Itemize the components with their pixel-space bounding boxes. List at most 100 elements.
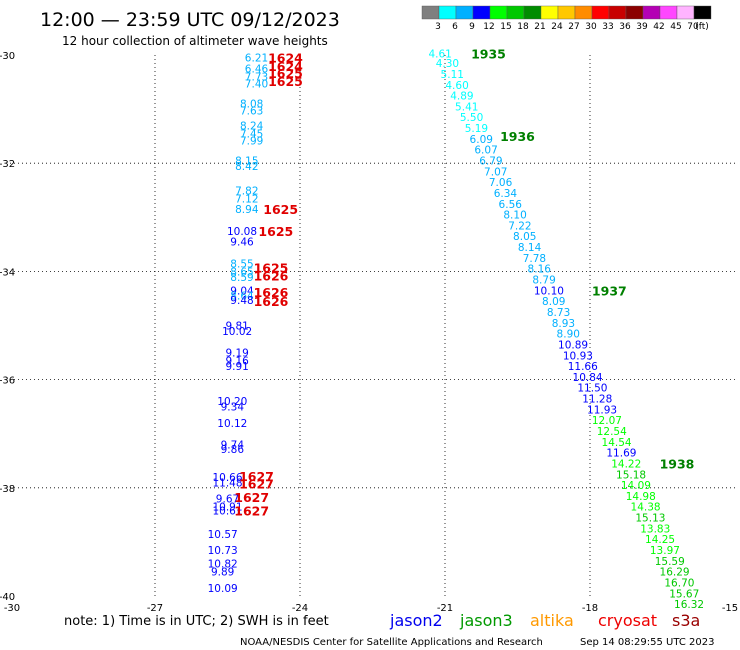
swh-value: 11.93	[587, 404, 617, 416]
swh-value: 7.82	[235, 185, 258, 197]
footer-note: note: 1) Time is in UTC; 2) SWH is in fe…	[64, 614, 329, 629]
swh-value: 8.73	[547, 307, 570, 319]
chart-title: 12:00 — 23:59 UTC 09/12/2023	[40, 9, 340, 31]
swh-value: 6.21	[245, 53, 268, 65]
swh-value: 15.18	[616, 469, 646, 481]
swh-value: 8.42	[235, 161, 258, 173]
colorbar-swatch	[574, 5, 593, 20]
swh-value: 14.38	[631, 502, 661, 514]
swh-value: 13.97	[650, 545, 680, 557]
swh-value: 9.86	[221, 444, 245, 456]
swh-value: 9.16	[225, 356, 249, 368]
swh-value: 5.50	[460, 112, 483, 124]
swh-value: 10.89	[558, 339, 588, 351]
x-tick-label: -15	[722, 603, 738, 614]
x-tick-label: -24	[292, 603, 308, 614]
swh-value: 9.74	[221, 440, 245, 452]
swh-value: 11.48	[212, 477, 242, 489]
time-label: 1936	[500, 129, 535, 144]
swh-value: 14.09	[621, 480, 651, 492]
swh-value: 10.08	[227, 226, 257, 238]
colorbar-swatch	[608, 5, 627, 20]
swh-value: 9.48	[230, 295, 253, 307]
swh-value: 14.54	[602, 437, 632, 449]
legend-entry-jason2: jason2	[389, 611, 443, 630]
colorbar-tick-label: 6	[452, 22, 458, 32]
footer-timestamp: Sep 14 08:29:55 UTC 2023	[580, 637, 714, 648]
swh-value: 9.89	[211, 567, 234, 579]
swh-value: 9.34	[221, 402, 245, 414]
footer-credit: NOAA/NESDIS Center for Satellite Applica…	[240, 637, 543, 648]
colorbar-swatch	[642, 5, 661, 20]
swh-value: 10.57	[208, 529, 238, 541]
colorbar-tick-label: 45	[670, 22, 681, 32]
swh-value: 8.90	[557, 329, 580, 341]
colorbar-swatch	[489, 5, 508, 20]
data-labels: 6.216.467.737.40 8.087.63 8.247.457.99 8.15…	[208, 48, 704, 611]
swh-value: 16.70	[664, 577, 694, 589]
swh-value: 11.66	[568, 361, 598, 373]
swh-value: 15.59	[655, 556, 685, 568]
swh-value: 9.46	[230, 237, 254, 249]
swh-value: 7.45	[240, 128, 263, 140]
colorbar-tick-label: 42	[653, 22, 664, 32]
swh-value: 8.93	[552, 318, 575, 330]
colorbar-swatch	[659, 5, 678, 20]
swh-value: 4.30	[436, 58, 459, 70]
time-label: 1935	[471, 46, 506, 61]
swh-value: 8.64	[230, 291, 254, 303]
swh-value: 11.69	[606, 448, 636, 460]
swh-value: 8.79	[532, 275, 555, 287]
swh-value: 5.41	[455, 101, 478, 113]
swh-value: 10.91	[212, 502, 242, 514]
swh-value: 8.55	[230, 258, 253, 270]
colorbar-swatch	[455, 5, 474, 20]
swh-value: 6.46	[245, 64, 269, 76]
colorbar-swatch	[472, 5, 491, 20]
swh-value: 8.09	[542, 296, 565, 308]
legend-entry-altika: altika	[530, 611, 574, 630]
swh-value: 6.56	[499, 199, 523, 211]
swh-value: 7.22	[508, 220, 531, 232]
colorbar-swatch	[421, 5, 440, 20]
y-tick-label: -38	[0, 484, 15, 495]
time-label: 1624	[268, 59, 303, 74]
swh-value: 8.15	[235, 155, 258, 167]
colorbar-swatch	[591, 5, 610, 20]
colorbar-tick-label: 18	[517, 22, 529, 32]
colorbar-tick-label: 33	[602, 22, 613, 32]
swh-value: 8.05	[513, 231, 536, 243]
swh-value: 9.81	[225, 321, 248, 333]
colorbar-swatch	[506, 5, 525, 20]
colorbar-tick-label: 39	[636, 22, 648, 32]
swh-value: 15.13	[635, 513, 665, 525]
time-label: 1627	[234, 490, 269, 505]
y-tick-label: -40	[0, 592, 15, 603]
colorbar-swatch	[693, 5, 712, 20]
colorbar-legend: 3 6 9 12 15 18 21 24 27 30 33 36 39 42 45 70(ft)	[421, 5, 712, 32]
colorbar-swatch	[540, 5, 559, 20]
time-label: 1625	[263, 202, 298, 217]
time-label: 1625	[268, 66, 303, 81]
swh-value: 8.94	[235, 204, 259, 216]
swh-value: 7.12	[235, 193, 258, 205]
swh-value: 13.83	[640, 523, 670, 535]
swh-value: 10.84	[573, 372, 603, 384]
swh-value: 4.61	[428, 48, 451, 60]
colorbar-tick-label: 36	[619, 22, 631, 32]
swh-value: 6.09	[470, 134, 493, 146]
x-tick-label: -18	[582, 603, 598, 614]
time-label: 1624	[268, 51, 303, 66]
colorbar-swatch	[625, 5, 644, 20]
swh-value: 12.54	[597, 426, 627, 438]
time-label: 1626	[254, 285, 289, 300]
swh-value: 6.79	[479, 155, 502, 167]
swh-value: 8.65	[230, 266, 253, 278]
swh-value: 5.11	[441, 69, 464, 81]
y-tick-label: -34	[0, 267, 15, 278]
swh-value: 10.73	[208, 545, 238, 557]
swh-value: 10.02	[222, 326, 252, 338]
y-tick-label: -30	[0, 51, 15, 62]
y-tick-label: -32	[0, 159, 15, 170]
